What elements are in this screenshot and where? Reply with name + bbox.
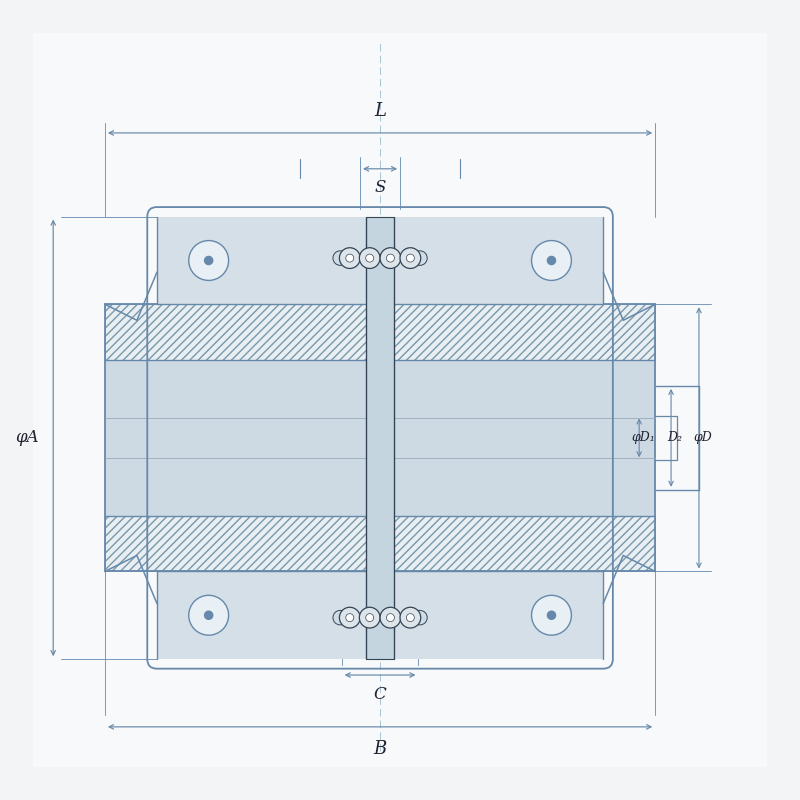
Text: B: B	[374, 740, 386, 758]
Circle shape	[413, 251, 427, 266]
Circle shape	[346, 614, 354, 622]
Circle shape	[380, 248, 401, 269]
Circle shape	[546, 256, 556, 266]
Circle shape	[204, 256, 214, 266]
Circle shape	[400, 607, 421, 628]
Bar	[366, 217, 394, 659]
Circle shape	[333, 251, 347, 266]
Circle shape	[400, 248, 421, 269]
Circle shape	[406, 614, 414, 622]
Circle shape	[359, 248, 380, 269]
Text: L: L	[374, 102, 386, 120]
Circle shape	[339, 248, 360, 269]
Circle shape	[366, 254, 374, 262]
Circle shape	[406, 254, 414, 262]
Circle shape	[346, 254, 354, 262]
Circle shape	[333, 610, 347, 625]
Circle shape	[531, 241, 571, 281]
Circle shape	[189, 595, 229, 635]
Text: C: C	[374, 686, 386, 703]
Bar	[105, 304, 655, 360]
Circle shape	[366, 614, 374, 622]
Circle shape	[386, 614, 394, 622]
Bar	[157, 217, 603, 304]
Circle shape	[339, 607, 360, 628]
Text: φD: φD	[694, 431, 712, 444]
Circle shape	[386, 254, 394, 262]
Bar	[105, 304, 655, 571]
Bar	[105, 515, 655, 571]
Circle shape	[531, 595, 571, 635]
Circle shape	[413, 610, 427, 625]
Circle shape	[359, 607, 380, 628]
Circle shape	[189, 241, 229, 281]
Text: φD₁: φD₁	[631, 431, 655, 444]
Circle shape	[546, 610, 556, 620]
Bar	[157, 571, 603, 659]
Text: φA: φA	[15, 430, 38, 446]
Circle shape	[204, 610, 214, 620]
Text: D₂: D₂	[667, 431, 682, 444]
Text: S: S	[374, 179, 386, 197]
Circle shape	[380, 607, 401, 628]
